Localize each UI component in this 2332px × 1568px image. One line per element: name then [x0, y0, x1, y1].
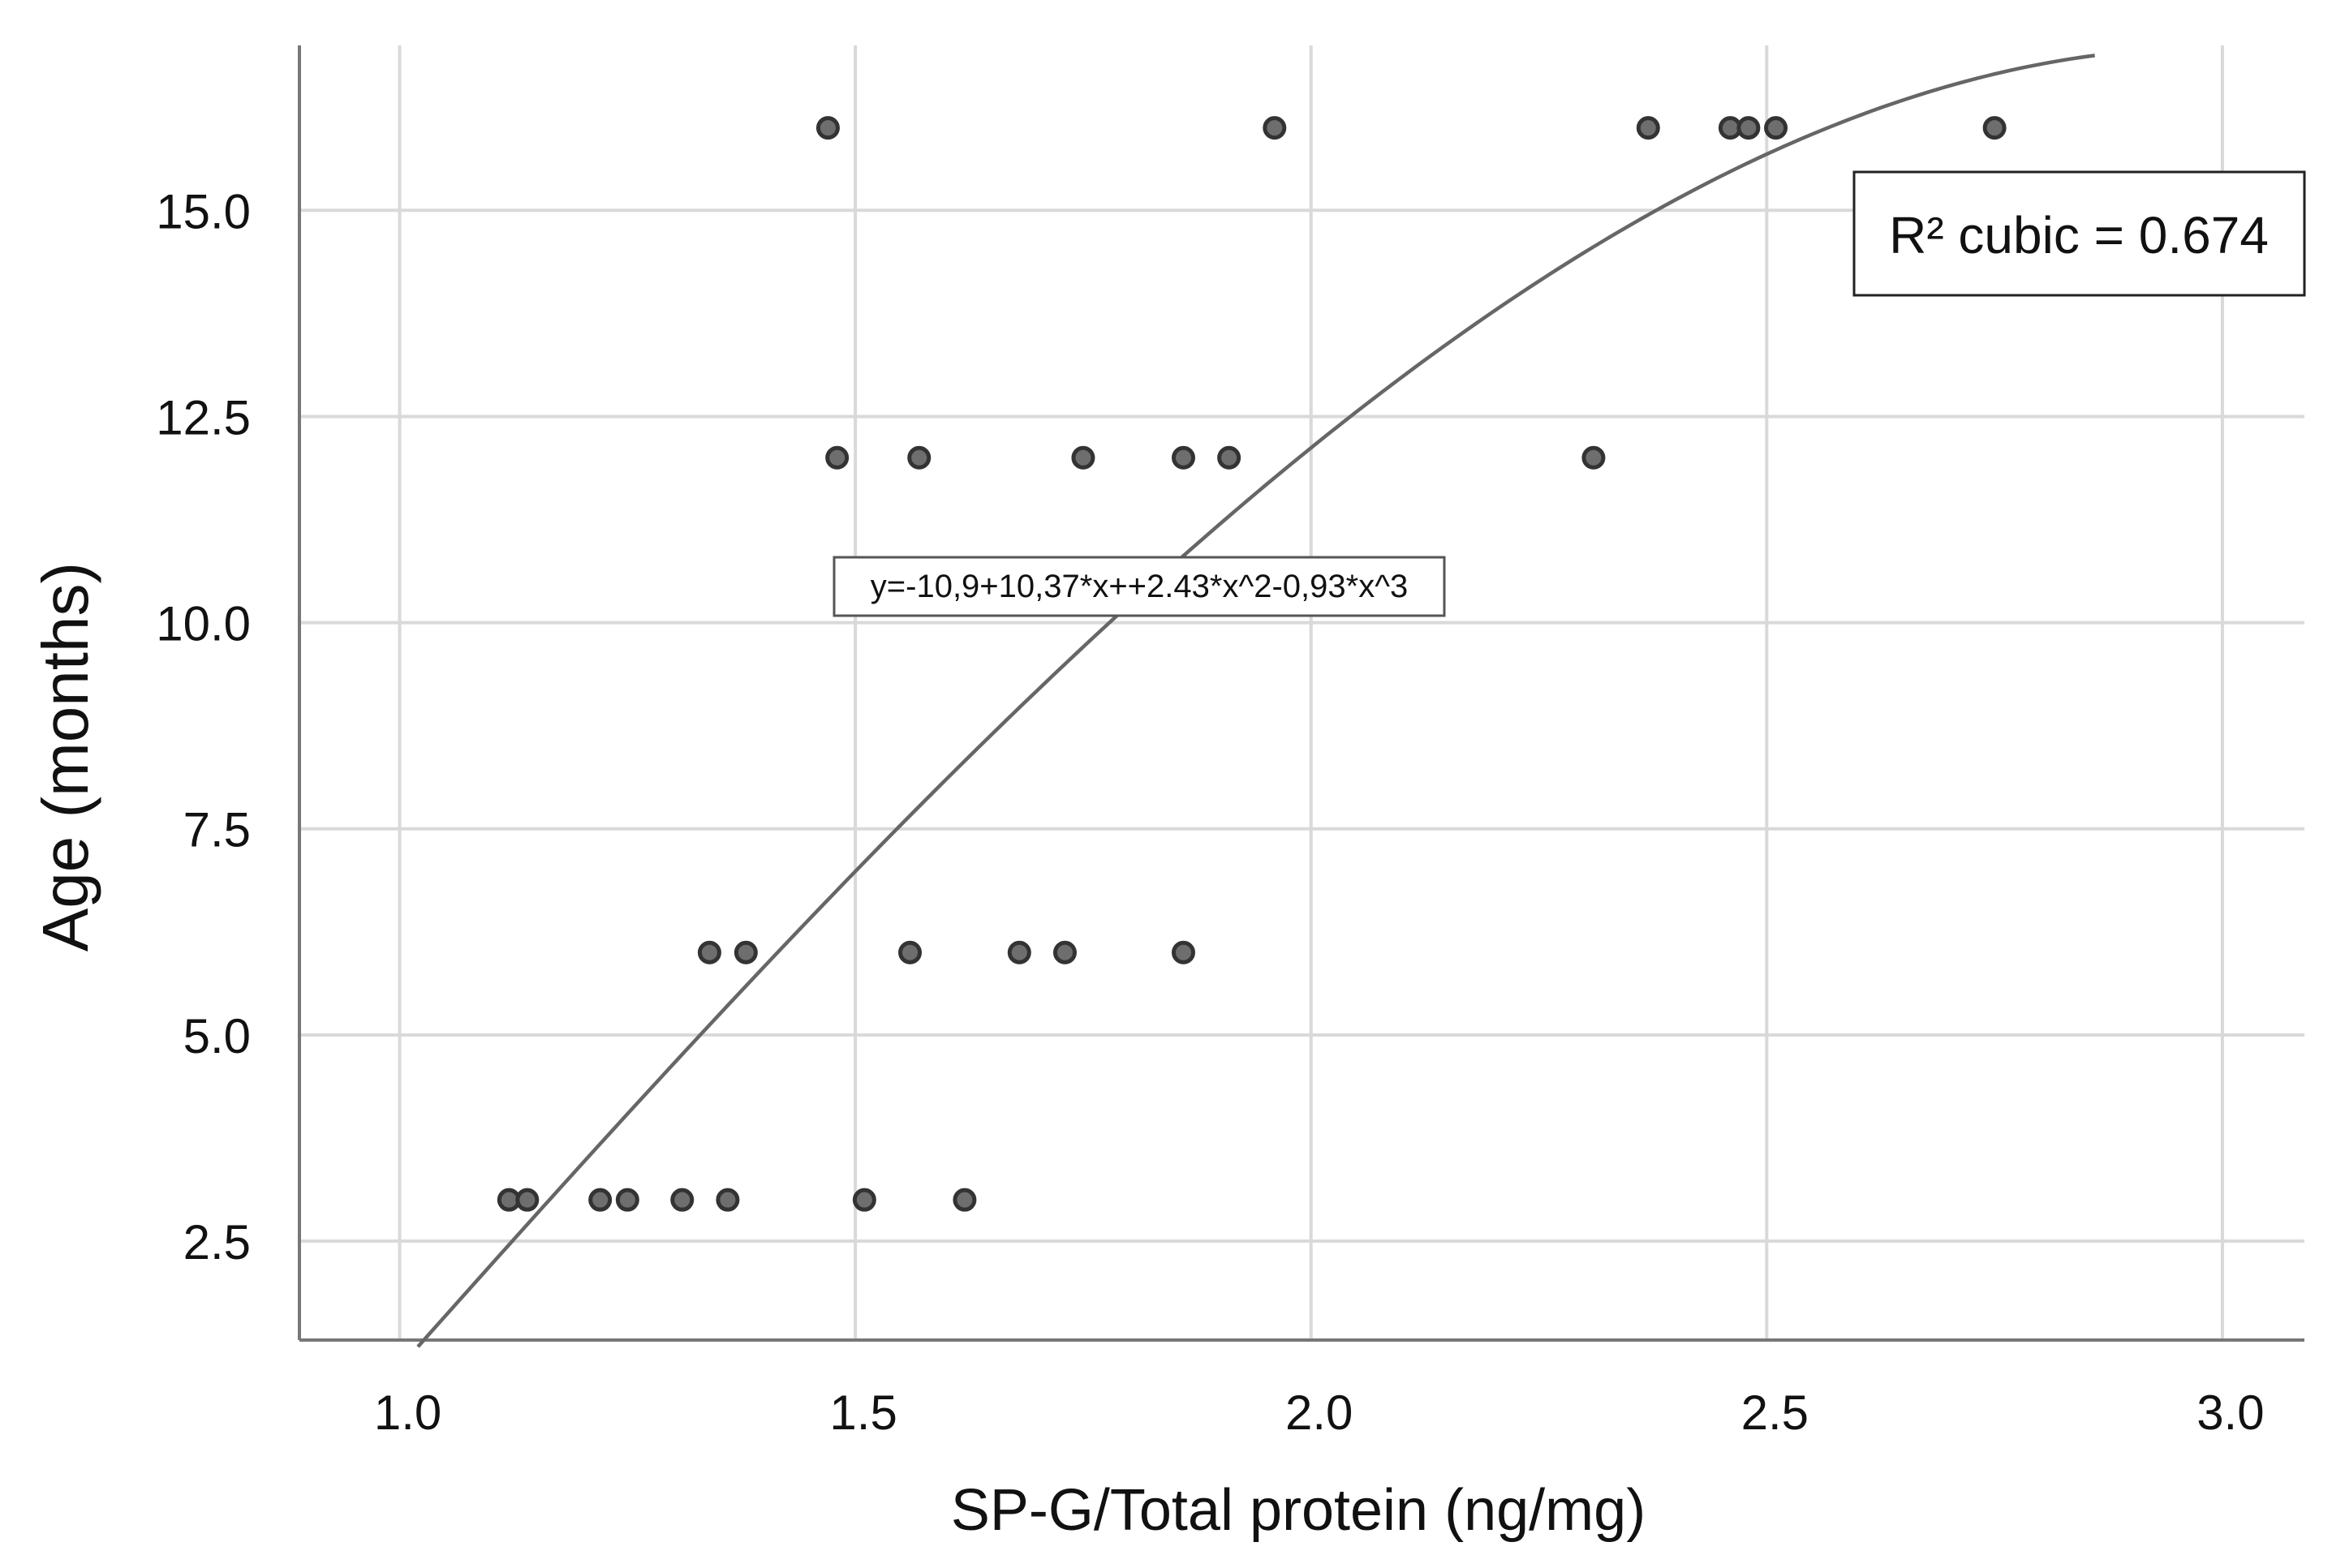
r-squared-box: [1852, 170, 2306, 297]
data-point: [1217, 445, 1241, 470]
x-tick-label: 2.5: [1741, 1385, 1809, 1440]
r-squared-label: R² cubic = 0.674: [1889, 206, 2269, 264]
data-point: [588, 1188, 613, 1212]
y-axis-title: Age (months): [29, 562, 101, 952]
x-tick-label: 3.0: [2196, 1385, 2264, 1440]
r-squared-annotation: R² cubic = 0.674: [1852, 170, 2306, 297]
data-point: [697, 940, 721, 964]
cubic-fit-line: [416, 54, 2095, 1348]
data-point: [815, 116, 840, 140]
x-tick-label: 1.5: [829, 1385, 897, 1440]
data-point: [825, 445, 850, 470]
data-point: [852, 1188, 876, 1212]
y-tick-label: 7.5: [183, 803, 251, 857]
data-point: [734, 940, 758, 964]
data-point: [1736, 116, 1761, 140]
data-point: [670, 1188, 695, 1212]
tick-labels: 1.0 1.5 2.0 2.5 3.0 2.5 5.0 7.5 10.0 12.5 15.0: [156, 184, 2264, 1440]
data-point: [907, 445, 932, 470]
fit-curve-group: [416, 54, 2095, 1348]
data-point: [515, 1188, 540, 1212]
data-point: [898, 940, 923, 964]
axes: [298, 45, 2304, 1342]
y-tick-label: 2.5: [183, 1215, 251, 1269]
equation-label: y=-10,9+10,37*x++2.43*x^2-0,93*x^3: [871, 569, 1408, 604]
y-tick-label: 12.5: [156, 390, 251, 445]
data-point: [716, 1188, 740, 1212]
x-axis-title: SP-G/Total protein (ng/mg): [951, 1478, 1646, 1543]
data-point: [1636, 116, 1660, 140]
data-point: [953, 1188, 977, 1212]
x-tick-label: 2.0: [1285, 1385, 1353, 1440]
data-points: [497, 116, 2007, 1212]
data-point: [1171, 445, 1195, 470]
data-point: [1052, 940, 1077, 964]
data-point: [1007, 940, 1031, 964]
y-tick-label: 15.0: [156, 184, 251, 238]
equation-annotation: y=-10,9+10,37*x++2.43*x^2-0,93*x^3: [833, 556, 1446, 617]
data-point: [1263, 116, 1287, 140]
y-tick-label: 10.0: [156, 597, 251, 651]
data-point: [1171, 940, 1195, 964]
data-point: [1764, 116, 1788, 140]
y-tick-label: 5.0: [183, 1009, 251, 1063]
equation-box: [833, 556, 1446, 617]
data-point: [615, 1188, 639, 1212]
data-point: [1581, 445, 1606, 470]
x-tick-label: 1.0: [374, 1385, 441, 1440]
data-point: [1071, 445, 1095, 470]
data-point: [1982, 116, 2007, 140]
